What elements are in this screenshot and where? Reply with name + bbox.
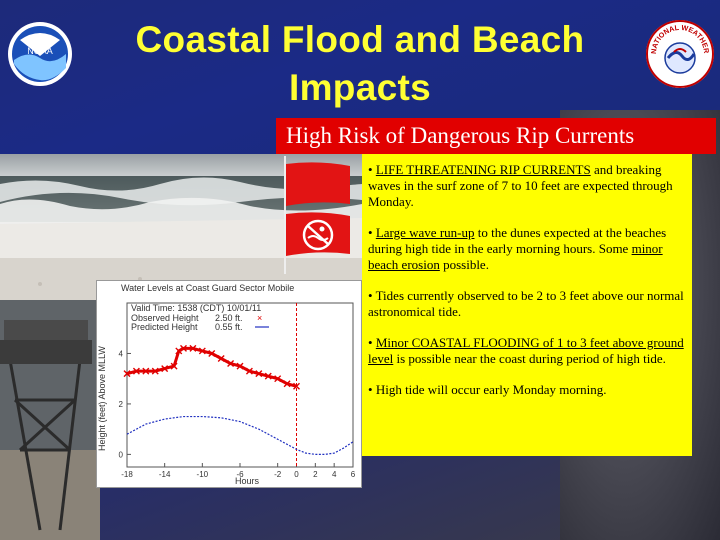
observed-point: [236, 362, 244, 370]
observed-point: [175, 347, 183, 355]
observed-point: [255, 370, 263, 378]
page-title-line1: Coastal Flood and Beach: [135, 19, 585, 60]
observed-point: [123, 370, 131, 378]
x-tick-label: 2: [313, 470, 318, 479]
info-bullet-1-text: and breaking waves in the surf zone of 7…: [368, 162, 673, 209]
noaa-logo: NOAA: [8, 22, 72, 86]
series-observed-line: [126, 346, 297, 388]
observed-point: [283, 380, 291, 388]
x-tick-label: -6: [236, 470, 244, 479]
info-bullet-2-end: possible.: [439, 257, 489, 272]
rip-current-flags: [284, 156, 350, 274]
observed-point: [217, 355, 225, 363]
info-bullet-5-text: High tide will occur early Monday mornin…: [375, 382, 607, 397]
bullet-mark: •: [368, 288, 373, 303]
observed-point: [151, 367, 159, 375]
y-tick-label: 0: [119, 450, 124, 459]
chart-valid-time: Valid Time: 1538 (CDT) 10/01/11: [131, 303, 261, 313]
x-tick-label: -14: [159, 470, 171, 479]
info-bullet-2-emphasis: Large wave run-up: [375, 225, 475, 240]
observed-point: [293, 382, 300, 390]
chart-title: Water Levels at Coast Guard Sector Mobil…: [121, 283, 294, 293]
info-bullet-3: • Tides currently observed to be 2 to 3 …: [368, 288, 686, 320]
observed-point: [264, 372, 272, 380]
x-axis-label: Hours: [235, 476, 260, 486]
page-title-line2: Impacts: [289, 67, 431, 108]
lifeguard-tower-photo: [0, 300, 100, 540]
series-predicted-line: [126, 415, 354, 455]
legend-predicted-label: Predicted Height: [131, 322, 198, 332]
red-flag-icon: [286, 162, 350, 206]
x-tick-label: 6: [351, 470, 356, 479]
subtitle-bar: High Risk of Dangerous Rip Currents: [276, 118, 716, 154]
info-bullet-1: • LIFE THREATENING RIP CURRENTS and brea…: [368, 162, 686, 210]
bullet-mark: •: [368, 382, 373, 397]
info-bullet-4-emphasis: Minor COASTAL FLOODING of 1 to 3 feet ab…: [368, 335, 684, 366]
x-tick-label: 0: [294, 470, 299, 479]
observed-point: [170, 362, 178, 370]
info-bullet-2: • Large wave run-up to the dunes expecte…: [368, 225, 686, 273]
y-tick-label: 4: [119, 349, 124, 358]
noaa-logo-text: NOAA: [27, 46, 53, 56]
x-tick-label: 4: [332, 470, 337, 479]
nws-logo: NATIONAL WEATHER SERVICE: [644, 18, 714, 88]
legend-predicted-value: 0.55 ft.: [215, 322, 243, 332]
page-title: Coastal Flood and Beach Impacts: [100, 16, 620, 112]
info-bullet-4: • Minor COASTAL FLOODING of 1 to 3 feet …: [368, 335, 686, 367]
info-bullet-4-text: is possible near the coast during period…: [393, 351, 666, 366]
x-tick-label: -10: [197, 470, 209, 479]
observed-point: [227, 360, 235, 368]
observed-point: [161, 365, 169, 373]
bullet-mark: •: [368, 162, 373, 177]
x-tick-label: -2: [274, 470, 282, 479]
observed-point: [189, 344, 197, 352]
legend-observed-label: Observed Height: [131, 313, 199, 323]
observed-point: [198, 347, 206, 355]
observed-point: [180, 344, 187, 352]
y-axis-label: Height (feet) Above MLLW: [97, 346, 107, 451]
observed-point: [142, 367, 150, 375]
bullet-mark: •: [368, 225, 373, 240]
bullet-mark: •: [368, 335, 373, 350]
chart-legend: Observed Height 2.50 ft. × Predicted Hei…: [131, 313, 269, 332]
info-bullet-5: • High tide will occur early Monday morn…: [368, 382, 686, 398]
observed-point: [208, 349, 216, 357]
legend-observed-marker-icon: ×: [257, 313, 262, 323]
info-bullet-1-emphasis: LIFE THREATENING RIP CURRENTS: [375, 162, 591, 177]
observed-point: [274, 375, 282, 383]
info-panel: • LIFE THREATENING RIP CURRENTS and brea…: [362, 154, 692, 456]
observed-point: [132, 367, 140, 375]
y-tick-label: 2: [119, 400, 124, 409]
info-bullet-2-emphasis-2: minor beach erosion: [368, 241, 663, 272]
legend-observed-value: 2.50 ft.: [215, 313, 243, 323]
info-bullet-3-text: Tides currently observed to be 2 to 3 fe…: [368, 288, 684, 319]
observed-point: [245, 367, 253, 375]
info-bullet-2-text: to the dunes expected at the beaches dur…: [368, 225, 667, 256]
x-tick-label: -18: [121, 470, 133, 479]
water-level-chart: Water Levels at Coast Guard Sector Mobil…: [96, 280, 362, 488]
